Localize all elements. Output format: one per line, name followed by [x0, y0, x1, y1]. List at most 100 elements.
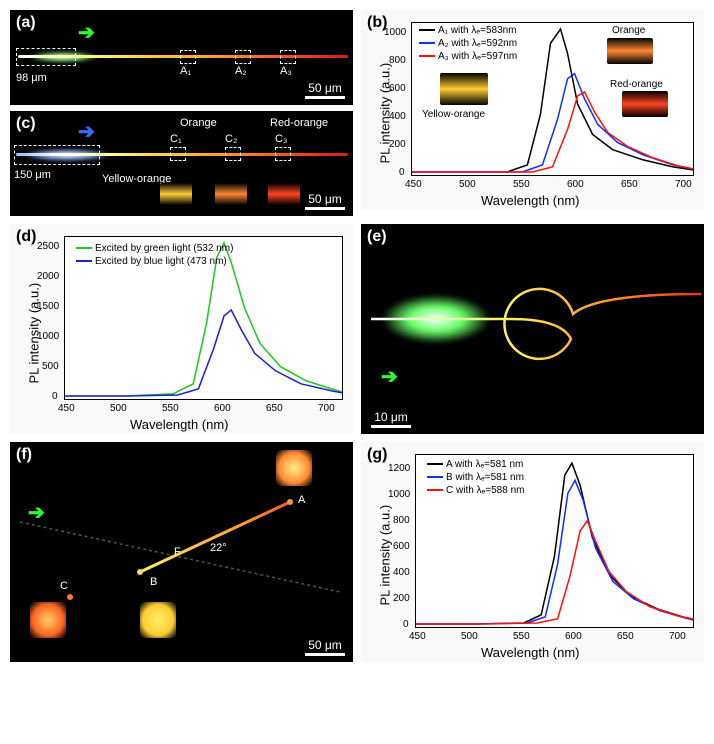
legend-d-1: Excited by blue light (473 nm): [95, 256, 227, 267]
ytick-b-800: 800: [389, 55, 406, 66]
panel-d: (d) Excited by green light (532 nm) Exci…: [10, 224, 353, 434]
panel-e: (e) ➔ 10 μm: [361, 224, 704, 434]
xlabel-g: Wavelength (nm): [481, 645, 580, 660]
xtick-b-450: 450: [405, 179, 422, 190]
ytick-g-0: 0: [403, 619, 409, 630]
xtick-g-600: 600: [565, 631, 582, 642]
panel-g: (g) A with λₑ=581 nm B with λₑ=581 nm C …: [361, 442, 704, 662]
label-c1: C₁: [170, 133, 182, 145]
ytick-g-1200: 1200: [388, 463, 410, 474]
panel-g-label: (g): [367, 446, 387, 464]
panel-e-label: (e): [367, 228, 387, 246]
inset-f-a: [276, 450, 312, 486]
scale-text-a: 50 μm: [308, 81, 342, 95]
panel-b: (b) Yellow-orange Orange Red-orange A₁ w…: [361, 10, 704, 210]
point-c: C: [60, 580, 68, 592]
xtick-g-450: 450: [409, 631, 426, 642]
legend-g-2: C with λₑ=588 nm: [446, 485, 524, 496]
inset-c3: [268, 183, 300, 205]
scale-text-c: 50 μm: [308, 192, 342, 206]
marker-98um-text: 98 μm: [16, 72, 47, 84]
legend-b-1: A₂ with λₑ=592nm: [438, 38, 517, 49]
panel-a-label: (a): [16, 14, 36, 32]
xtick-d-450: 450: [58, 403, 75, 414]
point-f: F: [174, 546, 181, 558]
xlabel-d: Wavelength (nm): [130, 417, 229, 432]
panel-b-label: (b): [367, 14, 387, 32]
green-arrow-f-icon: ➔: [28, 500, 45, 525]
legend-g-0: A with λₑ=581 nm: [446, 459, 523, 470]
xtick-d-550: 550: [162, 403, 179, 414]
panel-a: (a) ➔ 98 μm A₁ A₂ A₃ 50 μm: [10, 10, 353, 105]
figure-grid: (a) ➔ 98 μm A₁ A₂ A₃ 50 μm (c) ➔ 150 μm: [10, 10, 704, 670]
green-arrow-icon: ➔: [78, 20, 95, 45]
ytick-g-1000: 1000: [388, 489, 410, 500]
inset-f-c: [30, 602, 66, 638]
ytick-b-0: 0: [399, 167, 405, 178]
xtick-d-700: 700: [318, 403, 335, 414]
fiber-loop: [361, 224, 704, 434]
ytick-d-0: 0: [52, 391, 58, 402]
panel-d-label: (d): [16, 228, 36, 246]
ylabel-g: PL intensity (a.u.): [378, 486, 393, 606]
scale-text-f: 50 μm: [308, 638, 342, 652]
marker-150um-text: 150 μm: [14, 169, 51, 181]
box-c2: [225, 147, 241, 161]
ytick-d-1000: 1000: [37, 331, 59, 342]
ytick-b-400: 400: [389, 111, 406, 122]
label-c2: C₂: [225, 133, 237, 145]
blue-arrow-icon: ➔: [78, 119, 95, 144]
xtick-b-550: 550: [513, 179, 530, 190]
panel-f-label: (f): [16, 446, 32, 464]
inset-c1: [160, 183, 192, 205]
legend-g: A with λₑ=581 nm B with λₑ=581 nm C with…: [427, 458, 524, 497]
box-c3: [275, 147, 291, 161]
xtick-g-500: 500: [461, 631, 478, 642]
xtick-d-500: 500: [110, 403, 127, 414]
legend-b-0: A₁ with λₑ=583nm: [438, 25, 517, 36]
xtick-d-650: 650: [266, 403, 283, 414]
marker-150um: [14, 145, 100, 165]
xtick-b-650: 650: [621, 179, 638, 190]
ytick-g-600: 600: [393, 541, 410, 552]
legend-b: A₁ with λₑ=583nm A₂ with λₑ=592nm A₃ wit…: [419, 24, 517, 63]
scale-bar-c: 50 μm: [305, 192, 345, 210]
top-label-redorange: Red-orange: [270, 117, 328, 129]
green-arrow-e-icon: ➔: [381, 364, 398, 389]
ytick-d-500: 500: [42, 361, 59, 372]
inset-b-orange: [607, 38, 653, 64]
top-label-orange: Orange: [180, 117, 217, 129]
inset-f-b: [140, 602, 176, 638]
legend-d-0: Excited by green light (532 nm): [95, 243, 233, 254]
panel-c-label: (c): [16, 115, 36, 133]
scale-bar-e: 10 μm: [371, 410, 411, 428]
ytick-d-2500: 2500: [37, 241, 59, 252]
inset-b-orange-label: Orange: [612, 25, 645, 36]
inset-b-redorange-label: Red-orange: [610, 79, 663, 90]
ytick-b-200: 200: [389, 139, 406, 150]
panel-c: (c) ➔ 150 μm Orange Red-orange Yellow-or…: [10, 111, 353, 216]
box-a3: [280, 50, 296, 64]
xtick-b-500: 500: [459, 179, 476, 190]
point-b: B: [150, 576, 157, 588]
label-a1: A₁: [180, 65, 191, 77]
xtick-g-650: 650: [617, 631, 634, 642]
box-c1: [170, 147, 186, 161]
inset-b-redorange: [622, 91, 668, 117]
scale-text-e: 10 μm: [374, 410, 408, 424]
scale-bar-f: 50 μm: [305, 638, 345, 656]
ytick-d-2000: 2000: [37, 271, 59, 282]
ytick-b-600: 600: [389, 83, 406, 94]
marker-98um: [16, 48, 76, 66]
inset-b-yellow-label: Yellow-orange: [422, 109, 485, 120]
inset-b-yellow: [440, 73, 488, 105]
xlabel-b: Wavelength (nm): [481, 193, 580, 208]
box-a1: [180, 50, 196, 64]
legend-b-2: A₃ with λₑ=597nm: [438, 51, 517, 62]
xtick-g-700: 700: [669, 631, 686, 642]
angle-label: 22°: [210, 542, 227, 554]
ytick-d-1500: 1500: [37, 301, 59, 312]
ytick-g-200: 200: [393, 593, 410, 604]
xtick-g-550: 550: [513, 631, 530, 642]
panel-f: (f) ➔ 22° A B C F 50 μm: [10, 442, 353, 662]
